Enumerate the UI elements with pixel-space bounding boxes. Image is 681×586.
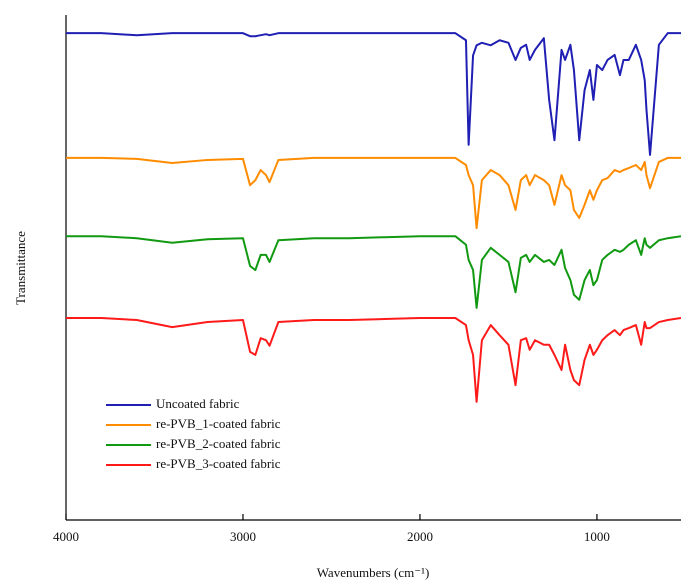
spectrum-line	[66, 235, 681, 309]
x-tick-label: 3000	[230, 529, 256, 544]
x-tick-label: 1000	[584, 529, 610, 544]
y-axis-label: Transmittance	[13, 231, 28, 305]
legend-label: Uncoated fabric	[156, 396, 240, 411]
spectrum-line	[66, 156, 681, 230]
x-tick-label: 2000	[407, 529, 433, 544]
legend-label: re-PVB_2-coated fabric	[156, 436, 281, 451]
spectrum-line	[66, 32, 681, 156]
x-tick-label: 4000	[53, 529, 79, 544]
legend-label: re-PVB_1-coated fabric	[156, 416, 281, 431]
legend-label: re-PVB_3-coated fabric	[156, 456, 281, 471]
spectrum-line	[66, 317, 681, 403]
x-axis-label: Wavenumbers (cm⁻¹)	[317, 565, 430, 580]
